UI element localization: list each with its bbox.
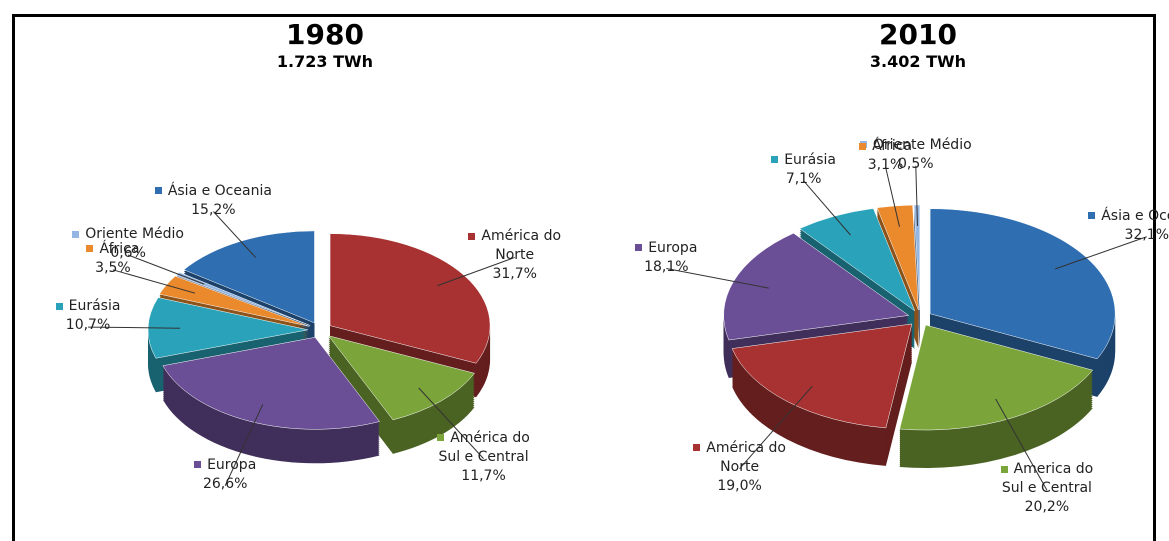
legend-entry: África (827, 137, 945, 156)
data-label: America do Sul e Central 20,2% (988, 460, 1106, 517)
frame (12, 14, 1156, 541)
leader-line (437, 256, 515, 287)
leader-line (915, 165, 918, 227)
leader-line (112, 269, 196, 294)
data-label: Oriente Médio 0,5% (857, 136, 975, 174)
value-label: 3,1% (867, 157, 904, 173)
legend-entry: Oriente Médio (69, 225, 187, 244)
legend-entry: América do Norte (681, 439, 799, 477)
series-name: Ásia e Oceania (1101, 207, 1169, 224)
legend-entry: Eurásia (29, 297, 147, 316)
value-label: 15,2% (191, 201, 236, 218)
series-name: Oriente Médio (85, 226, 184, 243)
legend-swatch (1088, 212, 1096, 220)
series-name: África (872, 138, 913, 154)
data-label: Ásia e Oceania 15,2% (154, 182, 272, 220)
slice (327, 335, 475, 421)
legend-entry: Ásia e Oceania (154, 182, 272, 201)
legend-entry: América do Sul e Central (425, 429, 543, 467)
value-label: 32,1% (1124, 226, 1169, 243)
leader-line (418, 387, 484, 459)
legend-swatch (468, 232, 476, 240)
series-name: Eurásia (68, 298, 121, 315)
data-label: Oriente Médio 0,6% (69, 225, 187, 263)
series-name: Europa (648, 239, 698, 256)
data-label: África 3,5% (54, 240, 172, 278)
chart-title: 1980 (286, 18, 364, 51)
legend-swatch (72, 230, 80, 238)
legend-swatch (1000, 465, 1008, 473)
chart-subtitle: 3.402 TWh (869, 52, 967, 71)
legend-entry: África (54, 240, 172, 259)
slice (731, 323, 913, 429)
value-label: 7,1% (785, 170, 822, 187)
legend-entry: Ásia e Oceania (1088, 207, 1169, 226)
slice (162, 337, 380, 430)
leader-line (666, 268, 769, 289)
value-label: 3,5% (95, 259, 131, 276)
legend-swatch (635, 244, 643, 251)
series-name: América do Norte (481, 228, 562, 264)
leader-line (803, 180, 851, 236)
data-label: Ásia e Oceania 32,1% (1088, 207, 1169, 245)
leader-line (885, 166, 900, 227)
value-label: 0,5% (897, 155, 934, 172)
legend-entry: América do Norte (456, 227, 574, 265)
leader-line (88, 326, 181, 329)
leader-line (224, 404, 264, 486)
value-label: 19,0% (717, 477, 762, 494)
series-name: America do Sul e Central (1001, 461, 1094, 497)
value-label: 18,1% (644, 258, 689, 275)
value-label: 20,2% (1024, 499, 1070, 516)
data-label: América do Norte 31,7% (456, 227, 574, 284)
series-name: Eurásia (784, 151, 837, 168)
chart-title: 2010 (879, 18, 957, 51)
series-name: Oriente Médio (872, 136, 972, 153)
data-label: Europa 18,1% (607, 239, 725, 277)
legend-entry: Eurásia (745, 151, 863, 170)
legend-swatch (771, 156, 779, 164)
leader-line (739, 385, 813, 470)
legend-entry: America do Sul e Central (988, 460, 1106, 498)
value-label: 26,6% (202, 475, 248, 492)
data-label: Eurásia 7,1% (745, 151, 863, 189)
series-name: América do Sul e Central (438, 429, 530, 465)
slice (899, 324, 1094, 431)
leader-line (213, 211, 257, 258)
legend-entry: Europa (607, 239, 725, 258)
leader-line (995, 398, 1048, 491)
series-name: América do Norte (706, 439, 786, 475)
data-label: Europa 26,6% (166, 456, 284, 494)
legend-entry: Europa (166, 456, 284, 475)
series-name: África (99, 240, 140, 257)
legend-swatch (154, 187, 162, 195)
legend-swatch (86, 245, 94, 253)
series-name: Europa (207, 456, 257, 473)
legend-swatch (693, 444, 701, 452)
value-label: 0,6% (110, 245, 146, 262)
chart-subtitle: 1.723 TWh (276, 52, 374, 71)
legend-swatch (55, 302, 63, 310)
legend-swatch (194, 461, 202, 469)
series-name: Ásia e Oceania (167, 182, 272, 199)
value-label: 31,7% (492, 266, 537, 283)
leader-line (1055, 236, 1147, 270)
value-label: 10,7% (65, 317, 111, 334)
data-label: América do Norte 19,0% (681, 439, 799, 496)
data-label: Eurásia 10,7% (29, 297, 147, 335)
value-label: 11,7% (461, 467, 506, 484)
leader-line (127, 254, 205, 285)
data-label: África 3,1% (827, 137, 945, 175)
legend-swatch (859, 142, 867, 150)
data-label: América do Sul e Central 11,7% (425, 429, 543, 486)
legend-swatch (437, 434, 445, 442)
